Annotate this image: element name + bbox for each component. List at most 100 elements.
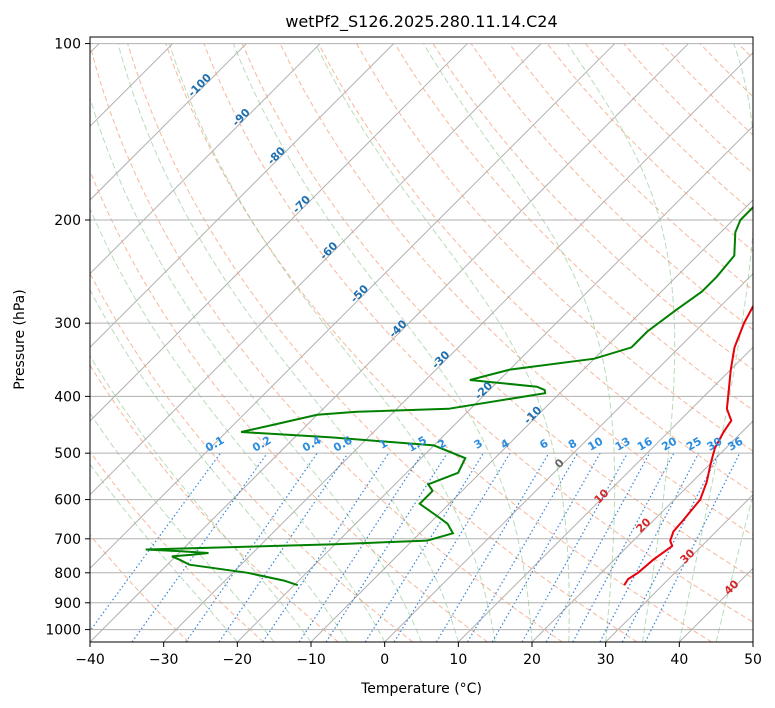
isotherm-line xyxy=(531,420,753,642)
y-tick-label: 300 xyxy=(54,316,81,332)
x-tick-label: 20 xyxy=(523,652,541,668)
x-tick-label: −40 xyxy=(75,652,105,668)
isotherm-line xyxy=(90,43,395,349)
y-tick-label: 600 xyxy=(54,493,81,509)
mixing-ratio-line xyxy=(466,452,578,642)
moist-adiabat-label: 40 xyxy=(722,577,742,597)
isotherm-line xyxy=(752,641,753,642)
mixing-ratio-line xyxy=(621,452,720,642)
moist-adiabat-line xyxy=(232,43,533,642)
dry-adiabat-line xyxy=(546,43,753,252)
mixing-ratio-line xyxy=(393,452,511,642)
mixing-ratio-label: 0.2 xyxy=(250,434,273,455)
moist-adiabat-line xyxy=(117,43,459,642)
moist-adiabat-line xyxy=(90,412,275,642)
mixing-ratio-line xyxy=(262,452,390,642)
x-tick-label: 0 xyxy=(380,652,389,668)
isotherm-line xyxy=(90,43,321,275)
mixing-ratio-label: 2 xyxy=(436,437,449,452)
y-tick-label: 900 xyxy=(54,596,81,612)
dry-adiabat-line xyxy=(699,43,753,98)
isotherm-line xyxy=(310,199,753,642)
dry-adiabat-line xyxy=(127,43,638,642)
dry-adiabat-line xyxy=(90,43,563,642)
y-axis: 100 200 300 400 500 600 700 800 900 1000 xyxy=(45,37,90,639)
mixing-ratio-line xyxy=(298,452,423,642)
zero-label: 0 xyxy=(552,456,567,471)
dry-adiabat-line xyxy=(203,43,753,623)
isotherm-label: -70 xyxy=(290,193,313,216)
plot-frame xyxy=(89,36,754,643)
isotherm-label: -40 xyxy=(386,317,409,340)
mixing-ratio-line xyxy=(491,452,601,642)
x-tick-label: −10 xyxy=(296,652,326,668)
moist-adiabat-line xyxy=(90,463,238,642)
dry-adiabat-line xyxy=(90,272,414,642)
dry-adiabat-line xyxy=(470,43,753,331)
moist-adiabat-line xyxy=(168,43,496,642)
dry-adiabat-line xyxy=(90,364,339,642)
mixing-ratio-line xyxy=(572,452,675,642)
mixing-ratio-line xyxy=(599,452,700,642)
line-labels: 0.1 0.2 0.4 0.6 1 1.5 2 3 4 6 8 10 13 16 20 25 30 36-100-… xyxy=(185,71,745,598)
mixing-ratio-label: 1 xyxy=(377,437,390,452)
mixing-ratio-line xyxy=(521,452,628,642)
isotherm-line xyxy=(384,272,753,642)
moist-adiabat-line xyxy=(422,43,616,642)
isotherm-line xyxy=(90,43,616,570)
mixing-ratio-line xyxy=(435,452,550,642)
mixing-ratio-label: 10 xyxy=(585,435,605,454)
dry-adiabat-line xyxy=(432,43,753,371)
dry-adiabat-line xyxy=(279,43,753,536)
mixing-ratio-label: 36 xyxy=(725,435,745,454)
isotherm-line xyxy=(90,43,542,496)
y-tick-label: 1000 xyxy=(45,623,81,639)
mixing-ratio-label: 16 xyxy=(635,435,655,454)
x-tick-label: −30 xyxy=(149,652,179,668)
moist-adiabat-label: 30 xyxy=(678,546,698,566)
mixing-ratio-line xyxy=(325,452,448,642)
isotherm-line xyxy=(605,493,753,642)
moist-adiabat-line xyxy=(90,96,422,642)
isotherm-label: -30 xyxy=(429,348,452,371)
dry-adiabat-line xyxy=(90,450,264,642)
y-axis-title: Pressure (hPa) xyxy=(12,289,28,389)
isotherm-line xyxy=(457,346,753,642)
mixing-ratio-label: 1.5 xyxy=(406,434,429,455)
x-tick-label: 10 xyxy=(449,652,467,668)
y-tick-label: 700 xyxy=(54,532,81,548)
y-tick-label: 200 xyxy=(54,213,81,229)
moist-adiabat-line xyxy=(90,207,386,642)
isotherm-label: -60 xyxy=(317,239,340,262)
isotherm-label: -80 xyxy=(265,144,288,167)
x-tick-label: 40 xyxy=(670,652,688,668)
y-tick-label: 500 xyxy=(54,446,81,462)
dry-adiabat-line xyxy=(661,43,753,136)
moist-adiabat-line xyxy=(678,43,753,642)
mixing-ratio-line xyxy=(364,452,484,642)
dry-adiabat-line xyxy=(508,43,753,291)
isotherm-line xyxy=(163,51,753,642)
y-tick-label: 400 xyxy=(54,389,81,405)
y-tick-label: 800 xyxy=(54,566,81,582)
isotherm-label: -50 xyxy=(348,282,371,305)
dry-adiabat-line xyxy=(241,43,753,579)
mixing-ratio-label: 13 xyxy=(613,435,633,454)
dry-adiabat-line xyxy=(90,169,488,642)
moist-adiabat-line xyxy=(566,43,676,642)
moist-adiabat-label: 20 xyxy=(634,515,654,535)
x-axis-title: Temperature (°C) xyxy=(360,681,482,697)
isotherm-line xyxy=(236,125,753,642)
dry-adiabat-line xyxy=(317,43,753,494)
isotherm-label: -90 xyxy=(230,106,253,129)
dry-adiabat-line xyxy=(737,43,753,60)
chart-title: wetPf2_S126.2025.280.11.14.C24 xyxy=(285,12,557,32)
x-axis: −40 −30 −20 −10 0 10 20 30 40 50 xyxy=(75,642,762,668)
moist-adiabat-line xyxy=(90,288,349,642)
x-tick-label: 30 xyxy=(597,652,615,668)
temperature-line xyxy=(623,304,753,586)
background-lines xyxy=(90,43,753,642)
isotherm-line xyxy=(90,43,468,422)
dewpoint-line xyxy=(145,205,753,587)
